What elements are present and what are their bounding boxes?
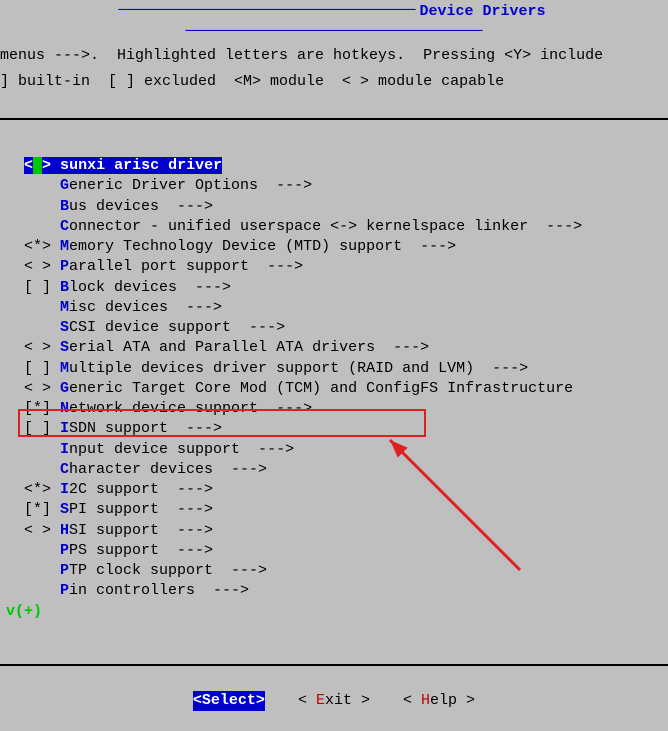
menu-item[interactable]: [*] SPI support --->: [24, 500, 668, 520]
menu-item[interactable]: [ ] ISDN support --->: [24, 419, 668, 439]
menu-item[interactable]: SCSI device support --->: [24, 318, 668, 338]
menu-item[interactable]: Generic Driver Options --->: [24, 176, 668, 196]
title-rule-left: ─────────────────────────────────: [118, 1, 415, 21]
exit-button[interactable]: < Exit >: [298, 691, 370, 711]
select-button[interactable]: <Select>: [193, 691, 265, 711]
menu-item[interactable]: Pin controllers --->: [24, 581, 668, 601]
title-bar: ─────────────────────────────────Device …: [0, 0, 668, 44]
menu-item[interactable]: Character devices --->: [24, 460, 668, 480]
help-line-1: menus --->. Highlighted letters are hotk…: [0, 44, 668, 70]
menu-item[interactable]: Misc devices --->: [24, 298, 668, 318]
menu-item[interactable]: <*> Memory Technology Device (MTD) suppo…: [24, 237, 668, 257]
menu-item[interactable]: [ ] Block devices --->: [24, 278, 668, 298]
menu-item[interactable]: < > Parallel port support --->: [24, 257, 668, 277]
menu-item[interactable]: < > Serial ATA and Parallel ATA drivers …: [24, 338, 668, 358]
menu-item[interactable]: < > HSI support --->: [24, 521, 668, 541]
page-title: Device Drivers: [416, 3, 550, 20]
menu-item[interactable]: Input device support --->: [24, 440, 668, 460]
menu-item[interactable]: <*> I2C support --->: [24, 480, 668, 500]
help-line-2: ] built-in [ ] excluded <M> module < > m…: [0, 70, 668, 96]
title-rule-right: ─────────────────────────────────: [185, 22, 482, 42]
menu-list: < > sunxi arisc driver Generic Driver Op…: [0, 156, 668, 622]
more-indicator: v(+): [6, 602, 668, 622]
menu-item[interactable]: < > Generic Target Core Mod (TCM) and Co…: [24, 379, 668, 399]
menu-item[interactable]: [*] Network device support --->: [24, 399, 668, 419]
divider-bottom: [0, 664, 668, 666]
button-bar: <Select> < Exit > < Help >: [0, 691, 668, 711]
divider-top: [0, 118, 668, 120]
menu-item[interactable]: PPS support --->: [24, 541, 668, 561]
menu-item[interactable]: < > sunxi arisc driver: [24, 156, 668, 176]
menu-item[interactable]: Connector - unified userspace <-> kernel…: [24, 217, 668, 237]
menu-item[interactable]: PTP clock support --->: [24, 561, 668, 581]
menu-item[interactable]: [ ] Multiple devices driver support (RAI…: [24, 359, 668, 379]
menu-item[interactable]: Bus devices --->: [24, 197, 668, 217]
help-button[interactable]: < Help >: [403, 691, 475, 711]
